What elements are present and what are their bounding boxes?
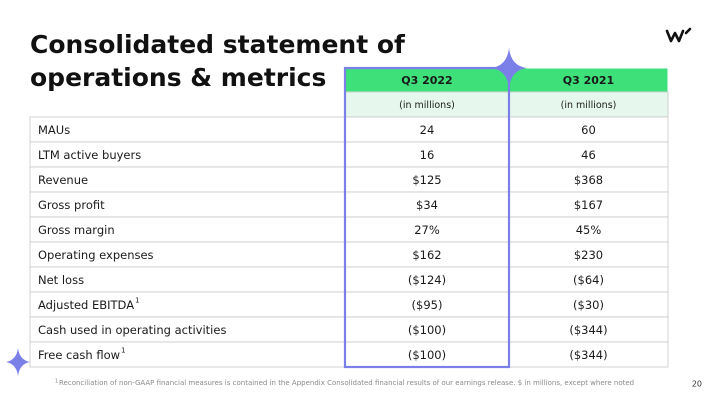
row-label: Net loss (38, 273, 84, 287)
row-label: Revenue (38, 173, 88, 187)
footnote: Reconciliation of non-GAAP financial mea… (59, 379, 634, 387)
row-label: Operating expenses (38, 248, 154, 262)
row-label: Adjusted EBITDA (38, 298, 134, 312)
footnote-marker: 1 (55, 379, 58, 385)
logo (665, 27, 692, 43)
cell-value: $230 (574, 248, 603, 262)
row-label: Gross margin (38, 223, 115, 237)
row-label: MAUs (38, 123, 70, 137)
cell-value: $125 (412, 173, 441, 187)
cell-value: ($344) (569, 348, 607, 362)
row (29, 291, 669, 318)
row (29, 191, 669, 218)
title-line: Consolidated statement of (30, 30, 406, 59)
row (29, 341, 669, 368)
row-label: LTM active buyers (38, 148, 141, 162)
cell-value: ($100) (408, 348, 446, 362)
header-cell (344, 67, 510, 93)
cell-value: ($30) (573, 298, 604, 312)
row (29, 216, 669, 243)
cell-value: $34 (416, 198, 438, 212)
cell-value: $167 (574, 198, 603, 212)
page-number: 20 (692, 380, 702, 389)
unit-label: (in millions) (399, 100, 455, 111)
cell-value: 45% (576, 223, 602, 237)
row (29, 116, 669, 143)
cell-value: 27% (414, 223, 440, 237)
unit-cell (344, 91, 510, 118)
row (29, 166, 669, 193)
cell-value: ($64) (573, 273, 604, 287)
row (29, 241, 669, 268)
cell-value: $368 (574, 173, 603, 187)
row-label: Free cash flow (38, 348, 120, 362)
cell-value: $162 (412, 248, 441, 262)
cell-value: 16 (420, 148, 435, 162)
row (29, 316, 669, 343)
row (29, 141, 669, 168)
column-header: Q3 2022 (401, 74, 452, 87)
sparkle (6, 348, 30, 376)
sparkle (491, 48, 527, 88)
cell-value: ($344) (569, 323, 607, 337)
row-label: Cash used in operating activities (38, 323, 226, 337)
cell-value: 24 (420, 123, 435, 137)
row-label: Gross profit (38, 198, 105, 212)
cell-value: ($100) (408, 323, 446, 337)
highlight-box (343, 66, 511, 369)
title-line: operations & metrics (30, 63, 326, 92)
cell-value: 60 (581, 123, 596, 137)
row (29, 266, 669, 293)
cell-value: ($124) (408, 273, 446, 287)
table: Q3 2022 (in millions) Q3 2021 (in millions)… (29, 67, 669, 368)
column-header: Q3 2021 (563, 74, 614, 87)
footnote-ref: 1 (135, 297, 139, 305)
header-cell (508, 67, 669, 93)
footnote-ref: 1 (121, 347, 125, 355)
cell-value: 46 (581, 148, 596, 162)
unit-label: (in millions) (561, 100, 617, 111)
cell-value: ($95) (412, 298, 443, 312)
